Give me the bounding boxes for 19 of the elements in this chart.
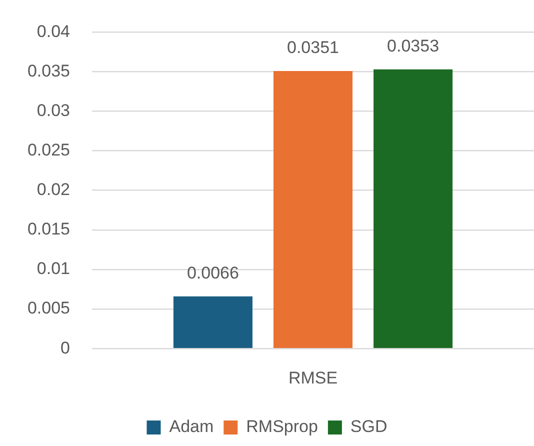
legend-label: RMSprop — [246, 417, 318, 436]
y-tick-label: 0.025 — [27, 140, 70, 160]
y-tick-label: 0.03 — [36, 100, 70, 120]
y-tick-label: 0.015 — [27, 220, 70, 239]
bar — [173, 296, 252, 348]
y-tick-label: 0 — [60, 338, 70, 358]
x-tick-label: RMSE — [288, 368, 338, 388]
y-tick-label: 0.035 — [27, 61, 70, 80]
data-label: 0.0066 — [186, 264, 239, 283]
y-tick-label: 0.005 — [27, 298, 70, 318]
data-label: 0.0353 — [387, 36, 440, 56]
bar — [273, 70, 353, 348]
legend-label: SGD — [350, 417, 388, 436]
data-label: 0.0351 — [287, 38, 339, 58]
legend-label: Adam — [169, 417, 214, 436]
y-tick-label: 0.01 — [36, 259, 70, 278]
y-tick-label: 0.02 — [36, 180, 70, 200]
y-tick-label: 0.04 — [36, 22, 70, 41]
bar — [374, 69, 453, 348]
